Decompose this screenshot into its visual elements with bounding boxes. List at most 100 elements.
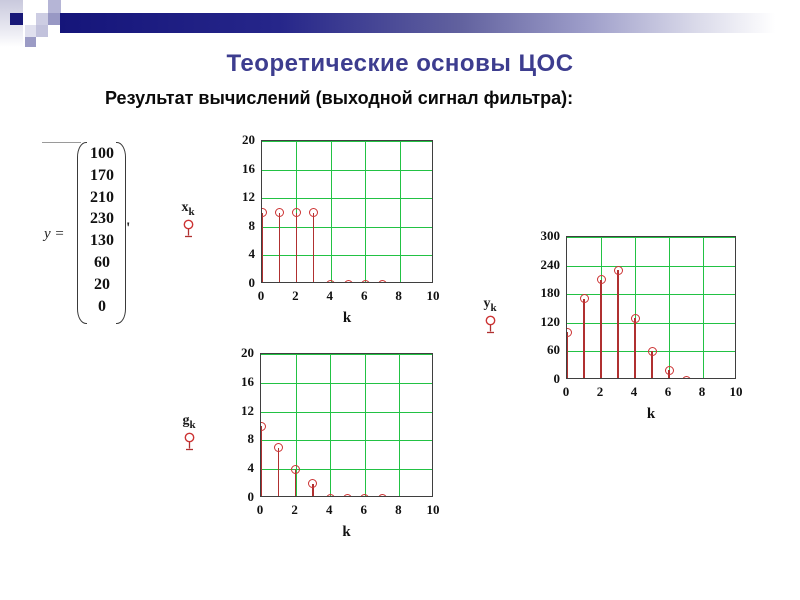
deco-square [48,0,61,13]
gridline [295,354,297,496]
data-point-marker [647,346,657,356]
data-point-marker [681,375,691,378]
stem [294,469,297,496]
data-point-marker [630,313,640,323]
stem-marker-icon [485,315,495,333]
y-tick-label: 60 [547,342,560,358]
deco-square [25,37,36,47]
plot-area-yk [566,236,736,379]
gridline [567,294,735,296]
vector-lhs: y = [44,226,65,242]
deco-square-navy [10,13,23,25]
gridline [669,237,670,378]
stem [651,351,653,378]
gridline [635,237,636,378]
chart-gk: 0 2 4 6 8 10 0 4 8 12 16 20 k [241,345,440,540]
legend-label-gk: gk [182,413,196,431]
x-tick-label: 0 [257,288,265,303]
y-tick-label: 0 [248,275,256,290]
region-edge-line [42,142,81,143]
y-tick-label: 4 [248,246,256,262]
x-tick-label: 2 [596,384,604,399]
deco-square [36,25,48,37]
stem-marker-icon [183,219,193,237]
stem-marker-icon [184,432,194,450]
stem [634,318,636,378]
slide-subtitle: Результат вычислений (выходной сигнал фи… [105,88,574,108]
data-point-marker [291,208,301,217]
deco-square [25,25,36,37]
x-tick-label: 10 [426,288,440,303]
gridline [567,322,735,324]
gridline [262,198,432,200]
gridline [365,141,367,282]
gridline [330,141,332,282]
data-point-marker [567,327,572,337]
data-point-marker [596,275,606,285]
stem [295,212,298,282]
stem [261,426,262,496]
data-point-marker [360,279,370,282]
stem [312,483,314,496]
gridline [364,354,366,496]
x-tick-label: 10 [426,502,440,517]
y-tick-label: 180 [540,285,561,301]
x-axis-label: k [342,524,351,540]
data-point-marker [343,279,353,282]
stem [278,212,280,282]
y-tick-label: 240 [540,256,561,272]
data-point-marker [377,493,387,496]
y-tick-label: 20 [241,345,254,360]
y-tick-label: 20 [242,132,255,147]
plot-area-gk [260,353,433,497]
header-gradient-bar [60,13,790,33]
vector-value: 210 [90,188,114,206]
legend-label-yk: yk [483,296,497,314]
legend-yk: yk [468,296,512,335]
gridline [261,382,432,384]
x-tick-label: 6 [664,384,672,399]
chart-xk: 0 2 4 6 8 10 0 4 8 12 16 20 k [242,132,440,326]
data-point-marker [309,208,319,217]
vector-value: 0 [98,297,106,315]
slide-title: Теоретические основы ЦОС [226,50,574,77]
stem [617,270,619,378]
y-tick-label: 12 [241,402,254,418]
gridline [567,237,735,238]
gridline [432,141,433,282]
vector-value: 130 [90,232,114,250]
data-point-marker [377,279,387,282]
data-point-marker [261,421,266,431]
stem [262,212,263,282]
deco-square [36,13,48,25]
gridline [261,469,432,471]
x-axis-label: k [646,406,656,422]
y-tick-label: 300 [540,228,561,243]
x-tick-label: 0 [562,384,570,399]
data-point-marker [274,208,284,217]
x-tick-label: 6 [360,502,368,517]
x-tick-label: 4 [325,502,333,517]
x-tick-label: 8 [698,384,706,399]
x-tick-label: 4 [630,384,638,399]
gridline [261,354,432,355]
legend-label-xk: xk [181,200,195,218]
x-tick-label: 2 [292,288,299,303]
y-tick-label: 0 [247,489,255,504]
vector-value: 20 [94,275,110,293]
y-tick-label: 8 [248,217,256,233]
gridline [703,237,704,378]
deco-square [48,13,60,25]
x-tick-label: 6 [360,288,368,303]
x-tick-label: 2 [291,502,298,517]
vector-value: 60 [94,253,110,271]
gridline [262,226,432,228]
x-axis-label: k [342,310,352,326]
data-point-marker [273,443,283,453]
stem [277,447,279,496]
y-tick-label: 16 [242,160,255,176]
y-tick-label: 16 [241,373,254,389]
vector-value: 230 [90,210,114,228]
x-tick-label: 4 [326,288,334,303]
chart-yk: 0 2 4 6 8 10 0 60 120 180 240 300 k [541,228,743,422]
